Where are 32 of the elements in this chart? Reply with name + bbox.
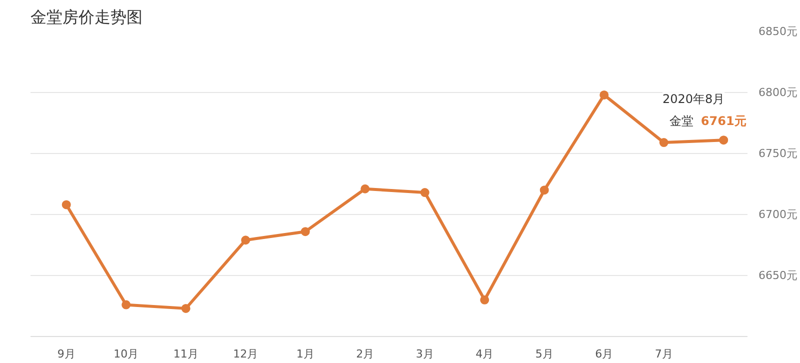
x-tick-label: 6月: [595, 348, 614, 360]
series-label: 金堂: [670, 114, 694, 128]
y-tick-label: 6750元: [758, 147, 798, 160]
x-tick-label: 4月: [476, 348, 494, 360]
x-tick-label: 3月: [416, 348, 434, 360]
x-tick-label: 1月: [296, 348, 314, 360]
point: [360, 184, 370, 194]
y-tick-label: 6700元: [758, 208, 798, 221]
x-tick-label: 2月: [356, 348, 374, 360]
y-tick-label: 6800元: [758, 86, 798, 99]
point: [600, 90, 609, 100]
y-tick-label: 6850元: [758, 25, 798, 38]
annotation: 2020年8月: [662, 92, 725, 106]
x-tick-label: 12月: [233, 348, 258, 360]
point: [540, 186, 549, 195]
x-tick-label: 5月: [535, 348, 554, 360]
y-tick-label: 6650元: [758, 269, 798, 282]
x-tick-label: 10月: [114, 348, 139, 360]
point: [420, 188, 430, 198]
chart-title: 金堂房价走势图: [30, 8, 142, 26]
x-tick-label: 7月: [654, 348, 673, 360]
point: [480, 295, 490, 304]
point: [241, 236, 250, 245]
point: [300, 227, 310, 236]
point: [659, 138, 668, 148]
point: [122, 300, 131, 310]
x-tick-label: 11月: [173, 348, 198, 360]
x-tick-label: 9月: [57, 348, 76, 360]
point: [719, 136, 728, 145]
point: [62, 200, 71, 210]
point: [181, 304, 190, 313]
data-label: 6761元: [700, 114, 746, 128]
